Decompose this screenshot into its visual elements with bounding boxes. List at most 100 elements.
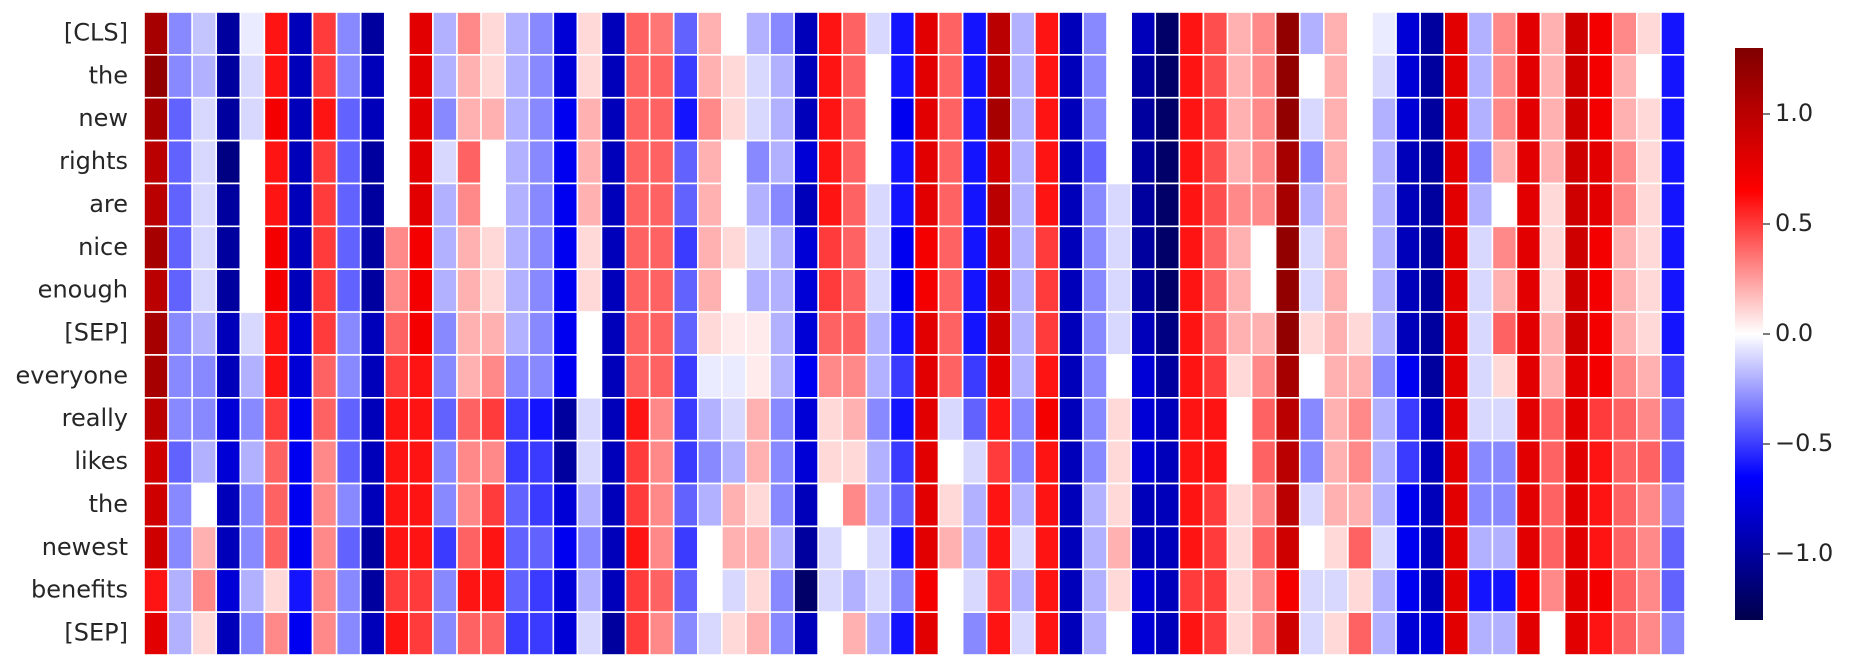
cell	[1058, 482, 1084, 528]
cell	[1587, 482, 1614, 528]
cell	[1250, 54, 1277, 99]
cell	[889, 354, 916, 399]
cell	[1491, 139, 1518, 185]
cell	[769, 139, 795, 185]
cell	[1491, 439, 1518, 485]
cell	[456, 354, 482, 399]
cell	[1419, 54, 1446, 99]
cell	[624, 611, 651, 656]
cell	[1058, 525, 1084, 571]
cell	[841, 182, 868, 228]
cell	[793, 354, 819, 399]
cell	[143, 482, 169, 528]
cell	[167, 396, 193, 442]
cell	[1467, 439, 1494, 485]
cell	[1130, 568, 1157, 613]
cell	[1491, 182, 1518, 228]
cell	[1274, 568, 1301, 613]
cell	[528, 311, 555, 356]
cell	[745, 354, 771, 399]
cell	[263, 182, 290, 228]
cell	[1587, 611, 1614, 656]
cell	[1539, 439, 1566, 485]
cell	[1515, 54, 1542, 99]
cell	[1347, 354, 1373, 399]
cell	[1539, 96, 1566, 142]
cell	[1395, 396, 1421, 442]
cell	[504, 568, 531, 613]
cell	[359, 225, 386, 270]
cell	[311, 354, 338, 399]
cell	[1226, 611, 1253, 656]
cell	[1226, 396, 1253, 442]
cell	[239, 54, 266, 99]
cell	[383, 525, 410, 571]
cell	[1371, 354, 1397, 399]
cell	[167, 611, 193, 656]
cell	[600, 96, 627, 142]
cell	[143, 54, 169, 99]
cell	[769, 525, 795, 571]
cell	[480, 96, 506, 142]
cell	[456, 439, 482, 485]
cell	[383, 268, 410, 313]
cell	[1563, 96, 1590, 142]
cell	[143, 568, 169, 613]
cell	[1106, 525, 1133, 571]
cell	[793, 311, 819, 356]
row-label: [SEP]	[64, 319, 128, 347]
cell	[1178, 611, 1205, 656]
cell	[576, 525, 603, 571]
cell	[937, 568, 964, 613]
cell	[1154, 439, 1181, 485]
cell	[817, 568, 844, 613]
cell	[745, 225, 771, 270]
cell	[793, 568, 819, 613]
cell	[865, 311, 892, 356]
cell	[311, 139, 338, 185]
cell	[1130, 525, 1157, 571]
cell	[985, 568, 1012, 613]
cell	[504, 96, 531, 142]
cell	[432, 54, 458, 99]
cell	[1082, 182, 1108, 228]
cell	[1058, 139, 1084, 185]
cell	[793, 525, 819, 571]
cell	[1298, 11, 1325, 56]
cell	[239, 182, 266, 228]
cell	[985, 611, 1012, 656]
cell	[1250, 96, 1277, 142]
cell	[480, 482, 506, 528]
cell	[937, 11, 964, 56]
cell	[1395, 354, 1421, 399]
cell	[817, 354, 844, 399]
cell	[1347, 439, 1373, 485]
cell	[504, 482, 531, 528]
cell	[215, 96, 242, 142]
cell	[456, 268, 482, 313]
cell	[1611, 268, 1638, 313]
cell	[383, 311, 410, 356]
cell	[263, 54, 290, 99]
cell	[648, 54, 675, 99]
cell	[432, 396, 458, 442]
cell	[1298, 311, 1325, 356]
cell	[817, 268, 844, 313]
cell	[696, 568, 723, 613]
cell	[841, 396, 868, 442]
cell	[889, 611, 916, 656]
cell	[817, 54, 844, 99]
cell	[1154, 311, 1181, 356]
cell	[1563, 439, 1590, 485]
cell	[1202, 482, 1229, 528]
cell	[913, 96, 940, 142]
cell	[456, 225, 482, 270]
cell	[1130, 11, 1157, 56]
cell	[1178, 268, 1205, 313]
cell	[1371, 268, 1397, 313]
cell	[1034, 396, 1060, 442]
cell	[1298, 396, 1325, 442]
cell	[1274, 11, 1301, 56]
cell	[1323, 611, 1349, 656]
